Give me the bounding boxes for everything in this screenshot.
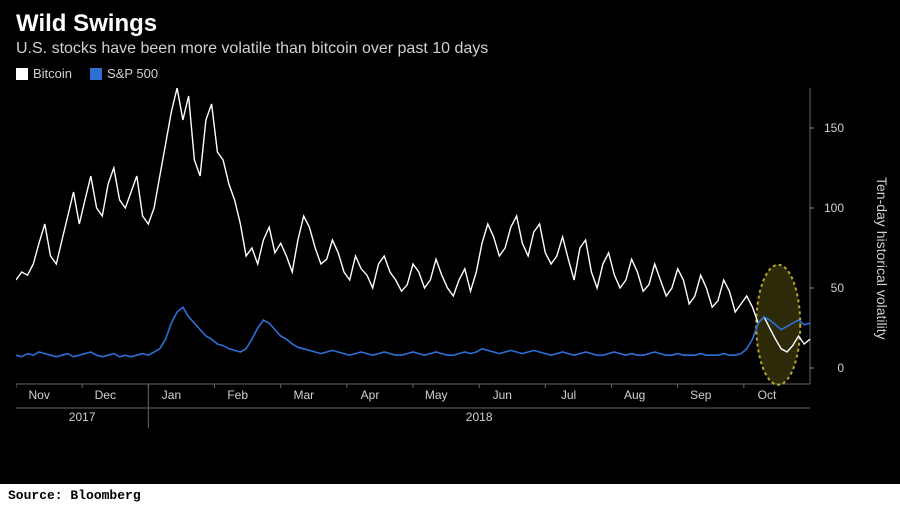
x-year-label: 2018 [466, 410, 493, 424]
highlight-ellipse [756, 265, 800, 385]
y-tick-label: 0 [814, 361, 844, 375]
chart-subtitle: U.S. stocks have been more volatile than… [0, 40, 900, 62]
y-tick-label: 150 [814, 121, 844, 135]
legend-item: S&P 500 [90, 66, 158, 81]
y-axis-label-text: Ten-day historical volatility [874, 177, 890, 340]
legend-swatch [16, 68, 28, 80]
x-tick-label: Jul [561, 388, 576, 402]
x-tick-label: Feb [227, 388, 248, 402]
chart-container: Wild Swings U.S. stocks have been more v… [0, 0, 900, 484]
legend: Bitcoin S&P 500 [0, 62, 900, 87]
legend-label: S&P 500 [107, 66, 158, 81]
x-tick-label: Jan [162, 388, 181, 402]
y-axis-label: Ten-day historical volatility [870, 88, 894, 428]
x-tick-label: Oct [758, 388, 777, 402]
x-tick-label: Mar [293, 388, 314, 402]
legend-item: Bitcoin [16, 66, 72, 81]
series-line [16, 307, 810, 357]
plot-svg [16, 88, 844, 428]
series-line [16, 88, 810, 352]
source-attribution: Source: Bloomberg [0, 484, 900, 507]
legend-swatch [90, 68, 102, 80]
x-tick-label: Sep [690, 388, 711, 402]
x-tick-label: Jun [493, 388, 512, 402]
legend-label: Bitcoin [33, 66, 72, 81]
y-tick-label: 100 [814, 201, 844, 215]
x-tick-label: Nov [28, 388, 49, 402]
plot-area: 0 50 100 150 Nov Dec Jan Feb Mar Apr May Jun Jul Aug S… [16, 88, 844, 428]
x-year-label: 2017 [69, 410, 96, 424]
x-tick-label: May [425, 388, 448, 402]
x-tick-label: Dec [95, 388, 116, 402]
x-tick-label: Apr [361, 388, 380, 402]
chart-title: Wild Swings [0, 0, 900, 40]
x-tick-label: Aug [624, 388, 645, 402]
y-tick-label: 50 [814, 281, 844, 295]
